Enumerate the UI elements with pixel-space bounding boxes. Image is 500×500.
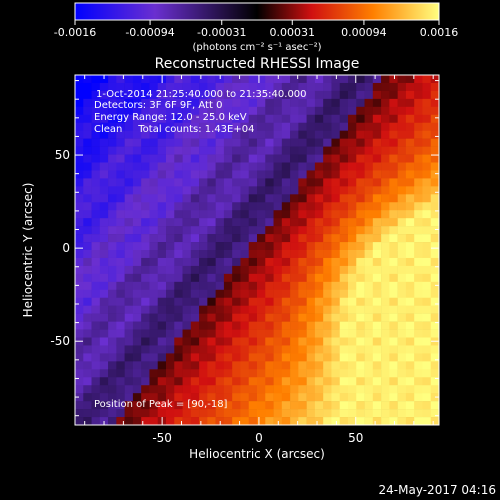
x-tick-label: 0 (255, 431, 263, 445)
y-tick-label: 50 (55, 148, 70, 162)
chart-title: Reconstructed RHESSI Image (155, 56, 360, 72)
plot-frame (74, 74, 440, 426)
annotation-time-range: 1-Oct-2014 21:25:40.000 to 21:35:40.000 (96, 89, 307, 100)
colorbar-tick-label: -0.00031 (197, 26, 246, 39)
colorbar-units: (photons cm⁻² s⁻¹ asec⁻²) (192, 42, 321, 53)
y-tick-label: 0 (62, 241, 70, 255)
y-tick-label: -50 (50, 334, 70, 348)
annotation-total-counts: Clean Total counts: 1.43E+04 (94, 124, 254, 135)
annotation-energy-range: Energy Range: 12.0 - 25.0 keV (94, 112, 247, 123)
footer-timestamp: 24-May-2017 04:16 (379, 483, 496, 497)
y-axis-label: Heliocentric Y (arcsec) (21, 183, 35, 318)
colorbar (74, 2, 440, 21)
x-axis-label: Heliocentric X (arcsec) (189, 447, 325, 461)
colorbar-tick-label: 0.0016 (420, 26, 459, 39)
colorbar-ticks: -0.0016 -0.00094 -0.00031 0.00031 0.00094 0.0… (54, 20, 458, 39)
heatmap-image (75, 75, 440, 426)
x-tick-label: 50 (348, 431, 363, 445)
annotation-detectors: Detectors: 3F 6F 9F, Att 0 (94, 100, 222, 111)
peak-position-label: Position of Peak = [90,-18] (94, 399, 228, 410)
x-tick-label: -50 (152, 431, 172, 445)
colorbar-tick-label: -0.00094 (125, 26, 174, 39)
axes: -50 0 50 -50 0 50 (50, 75, 439, 445)
colorbar-tick-label: 0.00094 (341, 26, 387, 39)
colorbar-tick-label: 0.00031 (270, 26, 316, 39)
colorbar-tick-label: -0.0016 (54, 26, 96, 39)
